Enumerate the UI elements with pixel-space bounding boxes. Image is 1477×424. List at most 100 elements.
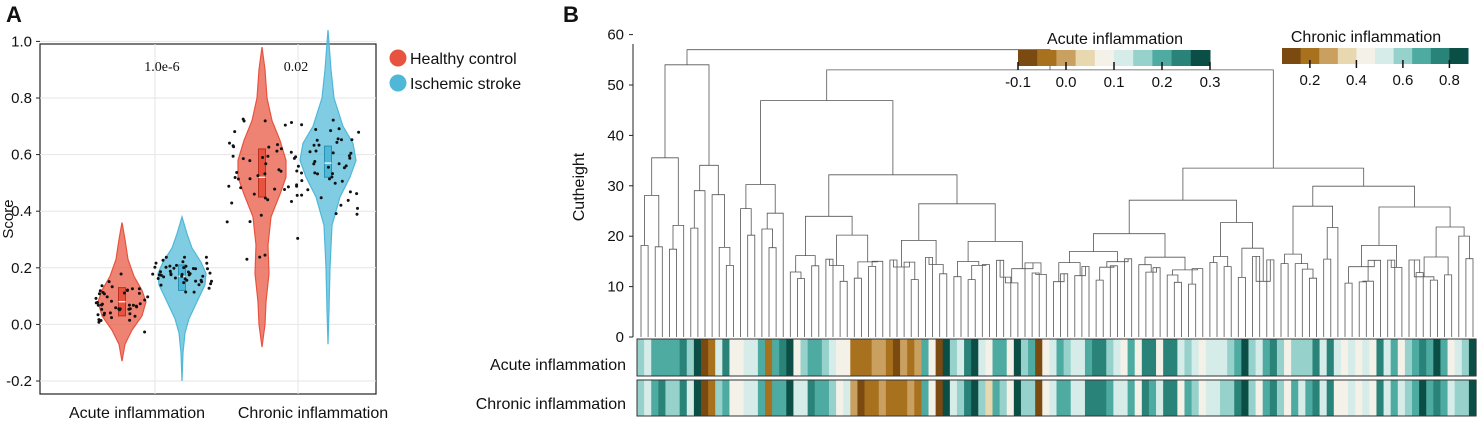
- colorbar-swatch: [1104, 50, 1115, 66]
- heatmap-cell: [686, 339, 695, 376]
- heatmap-cell: [1326, 339, 1335, 376]
- heatmap-cell: [722, 339, 731, 376]
- colorbar-swatch: [1440, 48, 1450, 64]
- data-point: [192, 290, 196, 294]
- legend-swatch-stroke: [389, 74, 407, 92]
- data-point: [130, 287, 134, 291]
- heatmap-cell: [1262, 380, 1271, 416]
- data-point: [342, 166, 346, 170]
- heatmap-cell: [1433, 339, 1442, 376]
- heatmap-cell: [1006, 339, 1015, 376]
- heatmap-cell: [1355, 380, 1363, 416]
- heatmap-cell: [1227, 339, 1235, 376]
- colorbar-swatch: [1162, 50, 1173, 66]
- heatmap-cell: [1369, 339, 1378, 376]
- heatmap-cell: [672, 339, 681, 376]
- legend-label-healthy: Healthy control: [410, 51, 517, 68]
- heatmap-cell: [757, 380, 766, 416]
- heatmap-cell: [772, 380, 780, 416]
- dendro-y-tick-label: 10: [607, 279, 624, 296]
- heatmap-cell: [644, 339, 652, 376]
- data-point: [263, 253, 267, 257]
- heatmap-cell: [722, 380, 731, 416]
- data-point: [205, 261, 209, 265]
- legend-item-ischemic-stroke[interactable]: Ischemic stroke: [389, 74, 522, 94]
- heatmap-cell: [1120, 380, 1129, 416]
- heatmap-cell: [907, 339, 915, 376]
- heatmap-cell: [793, 380, 802, 416]
- heatmap-cell: [1099, 339, 1107, 376]
- data-point: [348, 190, 352, 194]
- dendrogram-link: [789, 271, 802, 337]
- data-point: [131, 303, 135, 307]
- dendro-y-axis-label: Cutheight: [571, 152, 588, 221]
- heatmap-cell: [1013, 339, 1022, 376]
- data-point: [267, 145, 271, 149]
- heatmap-cell: [1205, 339, 1214, 376]
- dendrogram-link: [1429, 279, 1438, 337]
- heatmap-cell: [779, 339, 787, 376]
- heatmap-cell: [693, 339, 702, 376]
- heatmap-cell: [1092, 380, 1100, 416]
- heatmap-cell: [956, 339, 965, 376]
- heatmap-cell: [871, 380, 880, 416]
- colorbar-swatch: [1412, 48, 1422, 64]
- heatmap-cell: [700, 380, 709, 416]
- heatmap-cell: [1362, 380, 1370, 416]
- data-point: [114, 306, 118, 310]
- dendrogram-link: [857, 261, 878, 279]
- heatmap-cell: [1340, 339, 1349, 376]
- data-point: [128, 318, 132, 322]
- colorbar-tick-label: 0.2: [1299, 72, 1320, 89]
- dendrogram-link: [839, 280, 848, 337]
- legend-item-healthy-control[interactable]: Healthy control: [389, 49, 517, 69]
- colorbar-swatch: [1200, 50, 1211, 66]
- dendro-y-tick-label: 40: [607, 127, 624, 144]
- colorbar-swatch: [1152, 50, 1163, 66]
- dendrogram-link: [795, 255, 816, 272]
- heatmap-cell: [1092, 339, 1100, 376]
- colorbar-tick-label: 0.2: [1152, 74, 1173, 91]
- heatmap-cell: [1454, 339, 1463, 376]
- heatmap-cell: [871, 339, 880, 376]
- data-point: [102, 292, 106, 296]
- data-point: [239, 186, 243, 190]
- data-point: [290, 200, 293, 203]
- dendro-y-tick-label: 30: [607, 178, 624, 195]
- colorbar-swatch: [1181, 50, 1192, 66]
- data-point: [168, 264, 172, 268]
- data-point: [169, 272, 173, 276]
- heatmap-cell: [1035, 380, 1043, 416]
- dendrogram-link: [711, 194, 725, 337]
- dendrogram-link: [957, 261, 980, 277]
- panel-a-label: A: [6, 2, 22, 27]
- data-point: [98, 289, 102, 293]
- data-point: [346, 198, 350, 202]
- heatmap-cell: [921, 380, 930, 416]
- heatmap-cell: [1397, 380, 1406, 416]
- dendrogram-link: [1312, 185, 1415, 207]
- data-point: [347, 154, 351, 158]
- data-point: [126, 288, 129, 292]
- heatmap-cell: [1148, 380, 1157, 416]
- data-point: [100, 284, 104, 288]
- dendrogram-link: [1081, 266, 1090, 337]
- data-point: [279, 169, 283, 173]
- heatmap-cell: [750, 380, 759, 416]
- data-point: [279, 147, 283, 151]
- data-point: [159, 270, 162, 274]
- data-point: [151, 272, 155, 276]
- data-point: [154, 261, 158, 265]
- heatmap-cell: [729, 339, 738, 376]
- data-point: [161, 258, 165, 262]
- data-point: [350, 138, 354, 142]
- heatmap-cell: [1070, 380, 1079, 416]
- data-point: [264, 162, 268, 166]
- dendrogram-link: [797, 278, 805, 337]
- data-point: [316, 172, 319, 176]
- data-point: [245, 257, 249, 261]
- heatmap-cell: [900, 339, 908, 376]
- heatmap-cell: [1042, 380, 1050, 416]
- data-point: [118, 308, 122, 312]
